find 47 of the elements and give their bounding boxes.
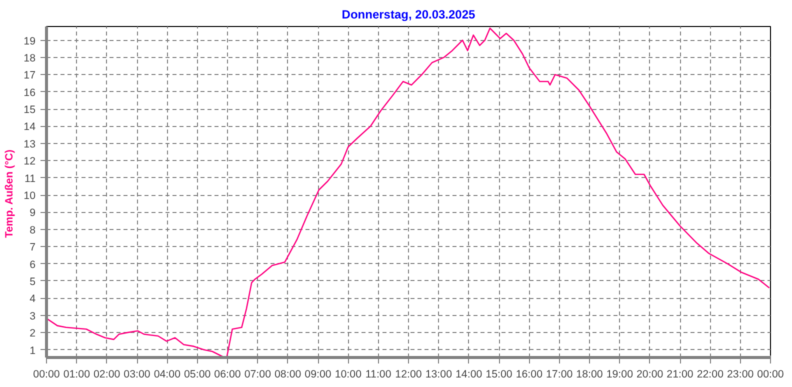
x-tick-label: 15:00 xyxy=(486,368,512,380)
x-tick-label: 16:00 xyxy=(516,368,543,380)
y-tick-label: 7 xyxy=(30,242,36,254)
x-tick-label: 10:00 xyxy=(334,368,362,380)
x-tick-label: 02:00 xyxy=(94,368,120,380)
y-tick-label: 12 xyxy=(24,156,36,168)
x-tick-label: 11:00 xyxy=(365,368,392,380)
x-tick-label: 05:00 xyxy=(184,368,211,380)
x-tick-label: 07:00 xyxy=(244,368,272,380)
y-axis-title: Temp. Außen (°C) xyxy=(4,149,16,238)
x-tick-label: 22:00 xyxy=(696,368,724,380)
x-tick-label: 13:00 xyxy=(425,368,452,380)
y-tick-label: 1 xyxy=(30,344,36,357)
x-tick-label: 19:00 xyxy=(606,368,634,380)
x-tick-label: 00:00 xyxy=(757,368,784,380)
y-tick-label: 4 xyxy=(30,293,36,306)
y-tick-label: 2 xyxy=(30,328,36,340)
x-tick-label: 23:00 xyxy=(727,368,754,380)
x-tick-label: 12:00 xyxy=(395,368,422,380)
y-tick-label: 8 xyxy=(30,224,36,236)
y-tick-label: 15 xyxy=(24,104,36,116)
x-tick-label: 17:00 xyxy=(546,368,573,380)
y-tick-label: 16 xyxy=(24,86,36,99)
x-tick-label: 18:00 xyxy=(576,368,603,380)
x-tick-label: 21:00 xyxy=(666,368,694,380)
x-tick-label: 09:00 xyxy=(304,368,332,380)
chart-title: Donnerstag, 20.03.2025 xyxy=(342,8,476,22)
y-tick-label: 9 xyxy=(30,207,36,220)
y-tick-label: 11 xyxy=(24,172,36,185)
y-tick-label: 13 xyxy=(24,138,36,150)
y-tick-label: 5 xyxy=(30,276,36,288)
x-tick-label: 14:00 xyxy=(456,368,482,380)
y-tick-label: 6 xyxy=(30,258,36,271)
line-series xyxy=(46,28,770,358)
y-tick-label: 18 xyxy=(24,52,36,64)
x-tick-label: 20:00 xyxy=(636,368,664,380)
x-tick-label: 03:00 xyxy=(124,368,150,380)
y-tick-label: 10 xyxy=(24,190,36,202)
x-tick-label: 06:00 xyxy=(214,368,241,380)
y-tick-label: 14 xyxy=(24,121,36,134)
y-tick-label: 17 xyxy=(24,70,36,82)
x-tick-label: 08:00 xyxy=(274,368,302,380)
x-tick-label: 01:00 xyxy=(63,368,90,380)
y-tick-label: 3 xyxy=(30,310,36,322)
x-tick-label: 04:00 xyxy=(154,368,181,380)
x-tick-label: 00:00 xyxy=(33,368,60,380)
y-tick-label: 19 xyxy=(24,35,36,48)
